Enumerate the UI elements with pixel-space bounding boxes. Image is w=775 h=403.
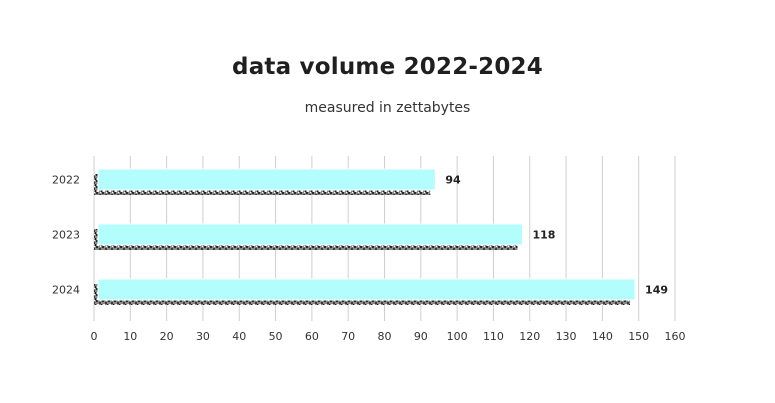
x-tick-label: 150 bbox=[628, 330, 649, 343]
data-label: 149 bbox=[645, 284, 668, 297]
x-tick-label: 80 bbox=[378, 330, 392, 343]
x-tick-label: 20 bbox=[160, 330, 174, 343]
x-tick-label: 40 bbox=[232, 330, 246, 343]
x-tick-label: 160 bbox=[665, 330, 686, 343]
x-tick-label: 70 bbox=[341, 330, 355, 343]
x-tick-label: 90 bbox=[414, 330, 428, 343]
x-tick-label: 120 bbox=[519, 330, 540, 343]
y-category-label: 2023 bbox=[52, 229, 80, 242]
x-tick-label: 10 bbox=[123, 330, 137, 343]
y-category-label: 2024 bbox=[52, 284, 80, 297]
y-category-label: 2022 bbox=[52, 174, 80, 187]
data-label: 94 bbox=[445, 174, 461, 187]
x-tick-label: 50 bbox=[269, 330, 283, 343]
data-label: 118 bbox=[532, 229, 555, 242]
x-tick-label: 130 bbox=[556, 330, 577, 343]
x-tick-label: 60 bbox=[305, 330, 319, 343]
bar bbox=[97, 168, 436, 191]
x-tick-label: 110 bbox=[483, 330, 504, 343]
x-tick-label: 0 bbox=[91, 330, 98, 343]
x-tick-label: 30 bbox=[196, 330, 210, 343]
x-tick-label: 100 bbox=[447, 330, 468, 343]
bar bbox=[97, 223, 523, 246]
x-tick-label: 140 bbox=[592, 330, 613, 343]
chart-subtitle: measured in zettabytes bbox=[304, 100, 471, 116]
chart-title: data volume 2022-2024 bbox=[232, 54, 543, 80]
bar bbox=[97, 278, 636, 301]
